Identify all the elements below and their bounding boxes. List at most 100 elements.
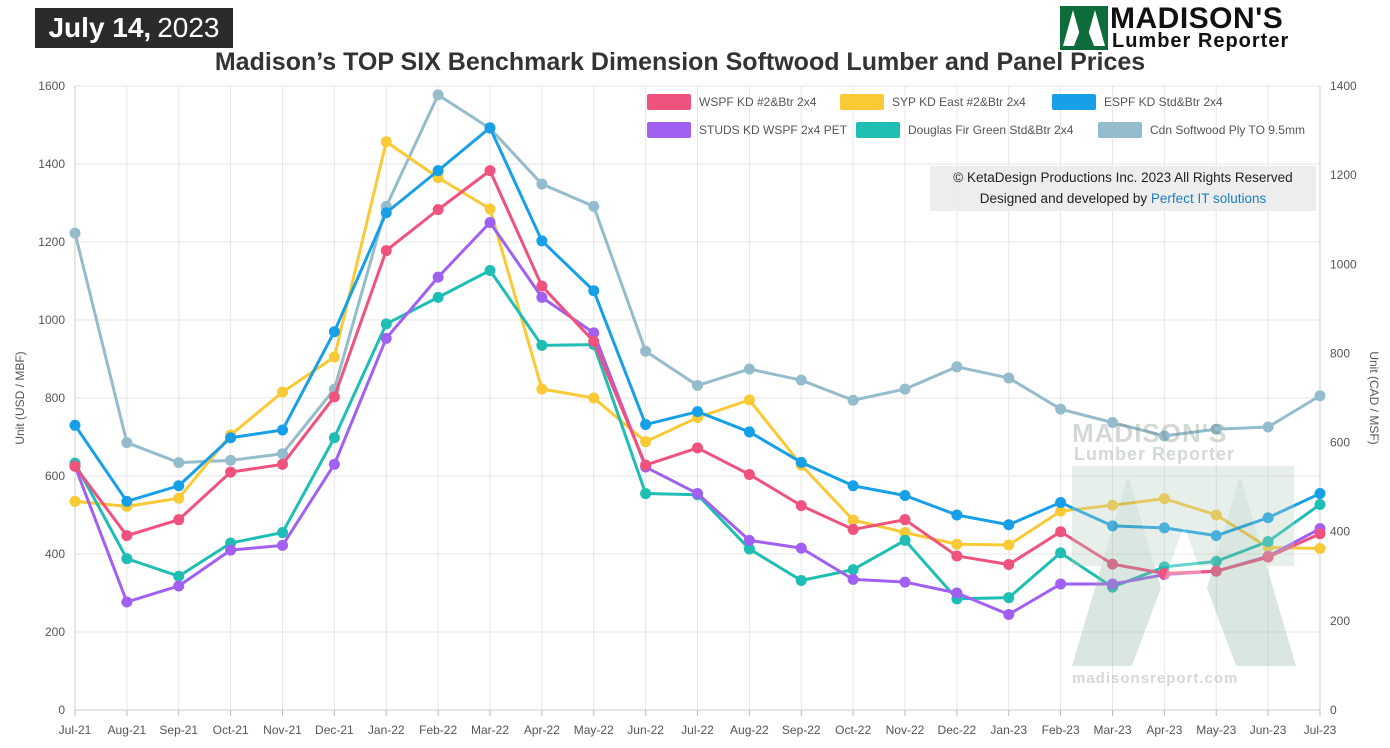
y-tick-label: 600 bbox=[45, 469, 65, 483]
y2-tick-label: 1400 bbox=[1330, 79, 1357, 93]
data-point-studs bbox=[899, 576, 911, 588]
data-point-ply bbox=[173, 457, 185, 469]
data-point-ply bbox=[951, 361, 963, 373]
x-tick-label: Dec-21 bbox=[315, 723, 354, 737]
legend-item-ply: Cdn Softwood Ply TO 9.5mm bbox=[1098, 122, 1305, 138]
designer-prefix: Designed and developed by bbox=[979, 191, 1148, 206]
y-tick-label: 1400 bbox=[38, 157, 65, 171]
y2-tick-label: 600 bbox=[1330, 436, 1350, 450]
data-point-ply bbox=[640, 345, 652, 357]
data-point-dfir bbox=[328, 432, 340, 444]
data-point-syp bbox=[951, 538, 963, 550]
legend-swatch bbox=[856, 122, 900, 138]
data-point-wspf bbox=[225, 466, 237, 478]
x-tick-label: Mar-22 bbox=[471, 723, 509, 737]
y2-axis-title: Unit (CAD / MSF) bbox=[1367, 351, 1381, 444]
data-point-syp bbox=[743, 394, 755, 406]
watermark: MADISON'S Lumber Reporter madisonsreport… bbox=[1070, 418, 1300, 698]
data-point-espf bbox=[640, 419, 652, 431]
data-point-studs bbox=[121, 596, 133, 608]
data-point-espf bbox=[1210, 530, 1222, 542]
data-point-dfir bbox=[847, 564, 859, 576]
y-tick-label: 200 bbox=[45, 625, 65, 639]
data-point-espf bbox=[1003, 519, 1015, 531]
data-point-syp bbox=[277, 386, 288, 398]
data-point-syp bbox=[1003, 539, 1015, 551]
data-point-syp bbox=[328, 351, 340, 363]
data-point-espf bbox=[69, 419, 81, 431]
designer-link[interactable]: Perfect IT solutions bbox=[1150, 191, 1267, 206]
data-point-ply bbox=[432, 89, 444, 101]
data-point-syp bbox=[847, 514, 859, 526]
data-point-syp bbox=[69, 495, 81, 507]
data-point-studs bbox=[277, 539, 288, 551]
data-point-dfir bbox=[536, 339, 548, 351]
data-point-espf bbox=[380, 207, 392, 219]
data-point-syp bbox=[1210, 509, 1222, 521]
data-point-espf bbox=[899, 490, 911, 501]
data-point-wspf bbox=[380, 245, 392, 257]
data-point-dfir bbox=[1055, 547, 1067, 559]
data-point-studs bbox=[588, 327, 600, 339]
data-point-syp bbox=[1314, 543, 1326, 555]
data-point-dfir bbox=[380, 318, 392, 330]
data-point-ply bbox=[1210, 423, 1222, 435]
data-point-ply bbox=[225, 454, 237, 466]
data-point-espf bbox=[536, 235, 548, 247]
data-point-ply bbox=[1314, 390, 1326, 402]
data-point-syp bbox=[899, 527, 911, 539]
data-point-espf bbox=[588, 285, 600, 297]
data-point-syp bbox=[640, 436, 652, 448]
x-tick-label: May-23 bbox=[1196, 723, 1236, 737]
data-point-ply bbox=[121, 437, 133, 449]
data-point-syp bbox=[1158, 493, 1170, 505]
x-tick-label: Jun-23 bbox=[1250, 723, 1287, 737]
legend-item-espf: ESPF KD Std&Btr 2x4 bbox=[1052, 94, 1223, 110]
data-point-wspf bbox=[847, 523, 859, 535]
x-tick-label: Jul-22 bbox=[681, 723, 714, 737]
data-point-dfir bbox=[121, 553, 133, 565]
data-point-espf bbox=[328, 326, 340, 338]
data-point-dfir bbox=[899, 534, 911, 546]
y2-tick-label: 0 bbox=[1330, 703, 1337, 717]
x-tick-label: Feb-22 bbox=[419, 723, 457, 737]
y-tick-label: 1200 bbox=[38, 235, 65, 249]
y2-tick-label: 1000 bbox=[1330, 257, 1357, 271]
data-point-ply bbox=[795, 374, 807, 386]
data-point-wspf bbox=[328, 391, 340, 403]
data-point-espf bbox=[1262, 512, 1274, 524]
data-point-studs bbox=[225, 544, 237, 556]
data-point-espf bbox=[795, 456, 807, 468]
data-point-espf bbox=[1055, 497, 1067, 509]
data-point-wspf bbox=[951, 550, 963, 562]
x-tick-label: Aug-21 bbox=[108, 723, 147, 737]
data-point-syp bbox=[1107, 499, 1118, 511]
data-point-studs bbox=[1107, 578, 1118, 590]
data-point-wspf bbox=[795, 500, 807, 512]
legend-swatch bbox=[1052, 94, 1096, 110]
watermark-url: madisonsreport.com bbox=[1072, 670, 1239, 687]
x-tick-label: Jan-23 bbox=[990, 723, 1027, 737]
data-point-ply bbox=[588, 200, 600, 212]
date-day-month: July 14, bbox=[48, 12, 152, 43]
x-tick-label: Sep-22 bbox=[782, 723, 821, 737]
legend-swatch bbox=[647, 122, 691, 138]
data-point-wspf bbox=[1003, 559, 1015, 571]
watermark-title: MADISON'S bbox=[1072, 418, 1228, 448]
legend-label: Douglas Fir Green Std&Btr 2x4 bbox=[908, 123, 1074, 137]
data-point-wspf bbox=[899, 514, 911, 526]
data-point-espf bbox=[432, 165, 444, 177]
data-point-studs bbox=[795, 542, 807, 554]
data-point-ply bbox=[1262, 421, 1274, 433]
legend-item-studs: STUDS KD WSPF 2x4 PET bbox=[647, 122, 848, 138]
data-point-syp bbox=[380, 136, 392, 148]
y2-tick-label: 1200 bbox=[1330, 168, 1357, 182]
logo-title: MADISON'S bbox=[1110, 2, 1284, 35]
data-point-dfir bbox=[484, 264, 496, 276]
data-point-wspf bbox=[432, 204, 444, 216]
data-point-studs bbox=[1055, 578, 1067, 590]
data-point-espf bbox=[743, 426, 755, 438]
data-point-dfir bbox=[432, 291, 444, 303]
legend-swatch bbox=[1098, 122, 1142, 138]
data-point-dfir bbox=[640, 488, 652, 500]
